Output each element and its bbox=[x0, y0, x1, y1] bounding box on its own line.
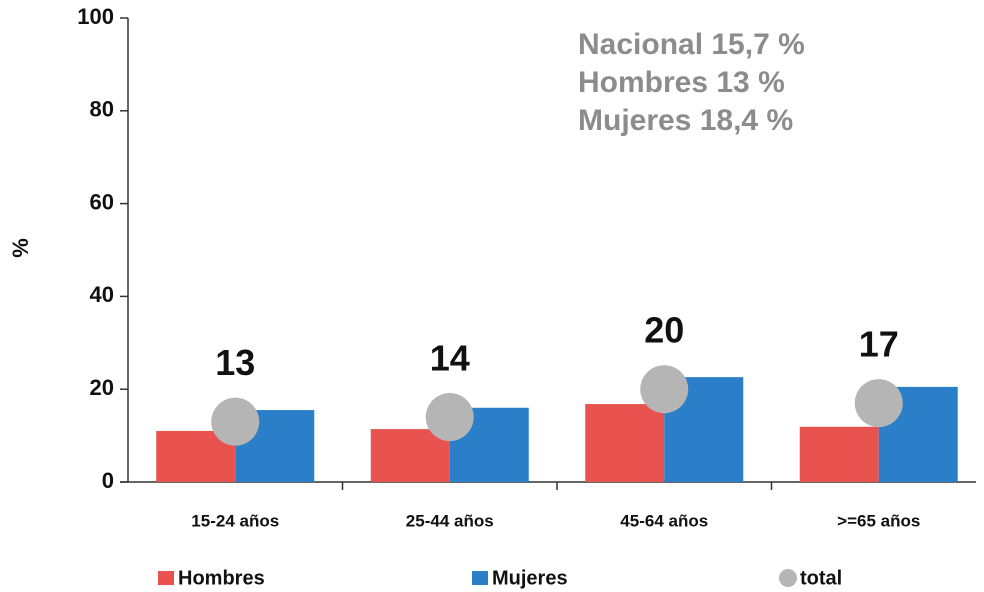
data-label: 13 bbox=[215, 342, 255, 383]
x-tick-label: 15-24 años bbox=[191, 511, 279, 530]
total-dot bbox=[211, 397, 260, 446]
x-tick-label: 45-64 años bbox=[620, 511, 708, 530]
y-tick-label: 100 bbox=[77, 4, 114, 29]
legend-swatch bbox=[472, 571, 488, 585]
bar bbox=[799, 426, 879, 482]
data-label: 14 bbox=[430, 338, 470, 379]
total-dot bbox=[425, 393, 474, 442]
y-tick-label: 80 bbox=[90, 97, 114, 122]
y-tick-label: 0 bbox=[102, 468, 114, 493]
x-tick-label: >=65 años bbox=[837, 511, 920, 530]
legend-label: Mujeres bbox=[492, 567, 568, 589]
y-axis-label: % bbox=[8, 238, 33, 258]
legend-swatch bbox=[779, 569, 797, 587]
annotation: Nacional 15,7 % bbox=[578, 28, 805, 61]
y-tick-label: 20 bbox=[90, 375, 114, 400]
bar bbox=[370, 429, 450, 482]
legend-label: Hombres bbox=[178, 567, 265, 589]
annotation: Mujeres 18,4 % bbox=[578, 104, 793, 137]
x-tick-label: 25-44 años bbox=[406, 511, 494, 530]
legend-swatch bbox=[158, 571, 174, 585]
total-dot bbox=[640, 365, 689, 414]
total-dot bbox=[854, 379, 903, 428]
y-tick-label: 60 bbox=[90, 189, 114, 214]
y-tick-label: 40 bbox=[90, 282, 114, 307]
data-label: 17 bbox=[859, 324, 899, 365]
annotation: Hombres 13 % bbox=[578, 66, 785, 99]
bar bbox=[585, 404, 665, 482]
data-label: 20 bbox=[644, 310, 684, 351]
legend-label: total bbox=[800, 567, 842, 589]
